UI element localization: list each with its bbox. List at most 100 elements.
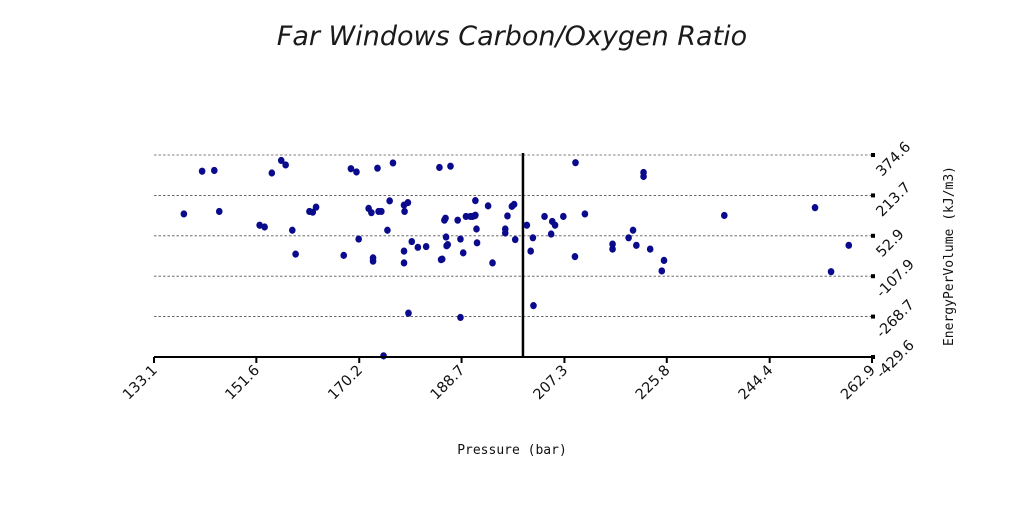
data-point	[347, 165, 355, 173]
data-points	[180, 156, 853, 360]
data-point	[510, 200, 518, 208]
data-point	[504, 212, 511, 220]
data-point	[400, 247, 408, 255]
data-point	[384, 226, 391, 234]
y-tick-label: -429.6	[874, 337, 918, 381]
y-tick-label: -268.7	[874, 297, 918, 341]
data-point	[404, 199, 412, 207]
data-point	[261, 223, 268, 231]
data-point	[401, 207, 408, 216]
data-point	[811, 204, 819, 212]
data-point	[386, 197, 393, 205]
data-point	[457, 235, 464, 243]
data-point	[256, 221, 263, 229]
data-point	[442, 214, 449, 222]
y-axis-label: EnergyPerVolume (kJ/m3)	[942, 166, 957, 346]
data-point	[292, 250, 299, 258]
data-point	[405, 309, 412, 317]
data-point	[501, 229, 509, 237]
x-tick-label: 170.2	[325, 363, 366, 404]
data-point	[268, 169, 276, 177]
data-point	[400, 259, 408, 267]
data-point	[277, 156, 285, 165]
data-point	[660, 256, 668, 264]
data-point	[422, 242, 430, 251]
data-point	[473, 239, 481, 247]
data-point	[629, 226, 637, 234]
data-point	[436, 163, 443, 172]
data-point	[459, 249, 467, 257]
data-point	[355, 235, 362, 243]
data-point	[473, 225, 480, 233]
data-point	[551, 221, 559, 229]
data-point	[282, 161, 289, 169]
data-point	[530, 302, 537, 310]
data-point	[646, 245, 654, 253]
data-point	[340, 251, 348, 259]
y-tick-mark	[871, 153, 875, 157]
data-point	[288, 226, 296, 234]
data-point	[529, 234, 537, 242]
data-point	[472, 211, 479, 219]
y-tick-label: 374.6	[874, 139, 915, 180]
data-point	[457, 313, 464, 322]
data-point	[447, 162, 454, 170]
data-point	[198, 167, 206, 175]
x-axis-label: Pressure (bar)	[457, 443, 567, 458]
x-tick-label: 244.4	[736, 363, 777, 404]
y-tick-label: 213.7	[874, 180, 915, 221]
data-point	[353, 168, 360, 176]
data-point	[472, 197, 479, 205]
data-point	[309, 208, 317, 216]
y-tick-mark	[871, 274, 875, 279]
data-point	[378, 207, 385, 216]
data-point	[408, 237, 416, 246]
data-point	[547, 230, 555, 238]
x-tick-label: 133.1	[120, 363, 161, 404]
data-point	[640, 172, 647, 181]
x-tick-label: 262.9	[838, 363, 879, 404]
data-point	[489, 259, 496, 267]
data-point	[454, 216, 461, 224]
y-tick-mark	[871, 314, 875, 319]
data-point	[389, 159, 397, 167]
y-tick-label: 52.9	[874, 226, 908, 260]
x-tick-label: 225.8	[633, 363, 674, 404]
y-tick-mark	[871, 193, 875, 198]
data-point	[625, 234, 632, 242]
data-point	[442, 233, 450, 241]
x-tick-label: 151.6	[222, 363, 263, 404]
data-point	[374, 164, 381, 172]
data-point	[572, 159, 579, 167]
data-point	[560, 212, 567, 221]
data-point	[484, 202, 492, 210]
data-point	[380, 352, 387, 360]
data-point	[845, 241, 853, 249]
data-point	[527, 247, 535, 255]
y-tick-label: -107.9	[874, 257, 918, 301]
data-point	[414, 243, 422, 251]
data-point	[215, 207, 223, 216]
gridlines	[154, 154, 872, 317]
x-tick-label: 188.7	[428, 363, 469, 404]
data-point	[633, 241, 640, 249]
data-point	[609, 245, 616, 253]
data-point	[368, 209, 375, 217]
y-tick-mark	[871, 233, 875, 238]
data-point	[523, 221, 531, 229]
data-point	[658, 267, 666, 275]
data-point	[541, 212, 548, 221]
data-point	[312, 203, 320, 211]
data-point	[721, 211, 728, 220]
data-point	[180, 210, 188, 218]
data-point	[581, 210, 589, 218]
x-tick-label: 207.3	[531, 363, 572, 404]
data-point	[437, 256, 445, 264]
data-point	[210, 166, 218, 175]
data-point	[369, 257, 377, 265]
data-point	[609, 240, 616, 248]
data-point	[443, 242, 450, 250]
data-point	[511, 235, 519, 244]
